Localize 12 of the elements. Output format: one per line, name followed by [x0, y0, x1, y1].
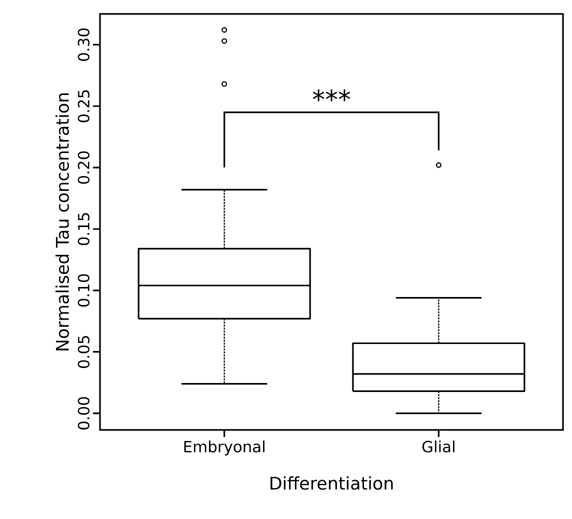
y-tick-label: 0.20 [78, 151, 90, 184]
y-tick-label: 0.00 [78, 397, 90, 430]
annotation: *** [312, 89, 350, 102]
y-tick-label: 0.10 [78, 274, 90, 307]
x-tick-label: Embryonal [184, 440, 264, 456]
y-axis-title: Normalised Tau concentration [55, 93, 69, 350]
y-tick-label: 0.15 [78, 213, 90, 246]
x-axis-title: Differentiation [270, 476, 393, 490]
y-tick-label: 0.30 [78, 28, 90, 61]
y-tick-label: 0.05 [78, 336, 90, 368]
x-tick-label: Glial [422, 440, 454, 452]
y-tick-label: 0.25 [78, 90, 90, 122]
